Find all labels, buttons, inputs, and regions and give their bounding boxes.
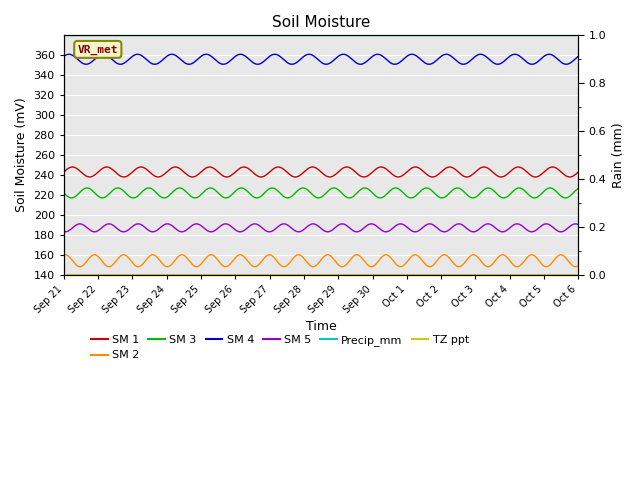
Y-axis label: Rain (mm): Rain (mm) [612, 122, 625, 188]
X-axis label: Time: Time [306, 321, 337, 334]
Legend: SM 1, SM 2, SM 3, SM 4, SM 5, Precip_mm, TZ ppt: SM 1, SM 2, SM 3, SM 4, SM 5, Precip_mm,… [86, 330, 474, 365]
Text: VR_met: VR_met [77, 44, 118, 55]
Y-axis label: Soil Moisture (mV): Soil Moisture (mV) [15, 97, 28, 212]
Title: Soil Moisture: Soil Moisture [272, 15, 371, 30]
